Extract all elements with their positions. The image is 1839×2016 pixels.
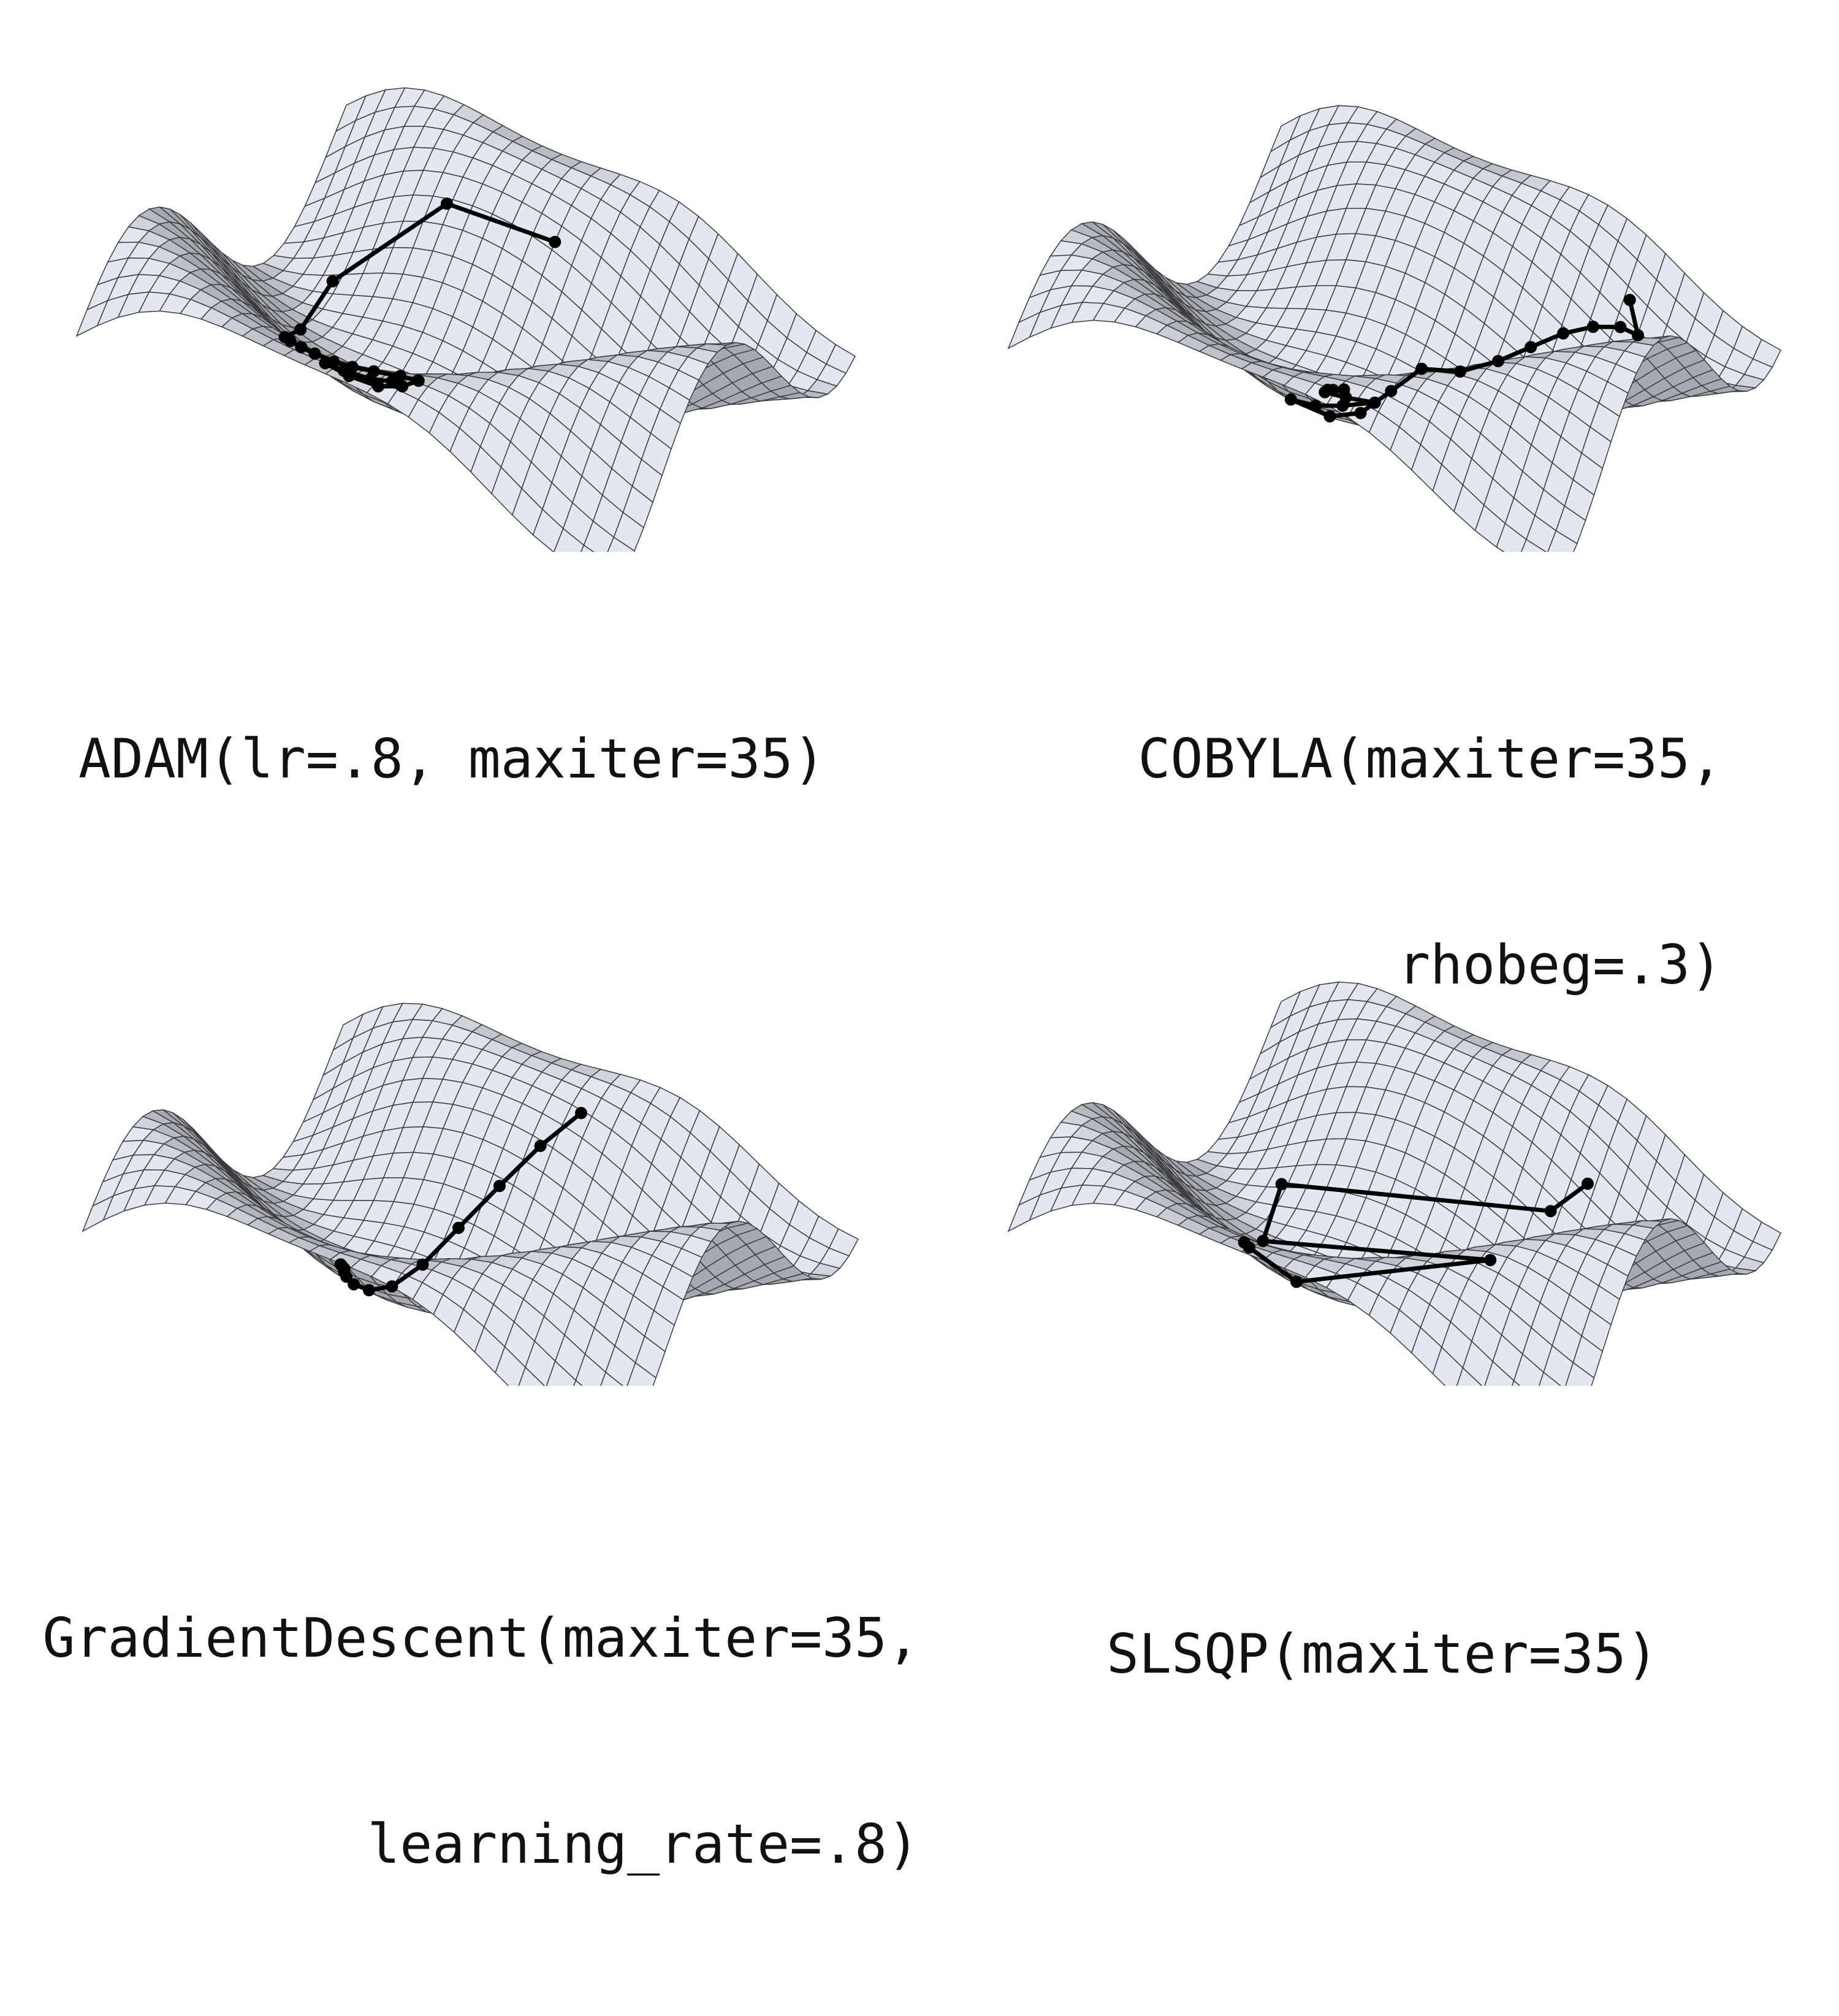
optimizer-step-point: [1623, 294, 1636, 307]
optimizer-step-point: [452, 1221, 465, 1234]
optimizer-step-point: [1557, 327, 1570, 340]
optimizer-step-point: [1492, 354, 1504, 367]
optimizer-step-point: [294, 323, 307, 336]
surface-cell: [1456, 1367, 1483, 1386]
optimizer-step-point: [1284, 393, 1297, 406]
caption-line: learning_rate=.8): [367, 1812, 920, 1876]
cobyla-caption: COBYLA(maxiter=35, rhobeg=.3): [1138, 587, 1723, 1137]
optimizer-step-point: [416, 1258, 429, 1271]
optimizer-step-point: [386, 1280, 398, 1293]
optimizer-step-point: [308, 347, 321, 360]
optimizer-step-point: [1309, 399, 1322, 412]
optimizer-step-point: [1484, 1254, 1497, 1267]
optimizer-step-point: [441, 197, 453, 210]
gradient-descent-surface-plot: [82, 1002, 859, 1386]
slsqp-panel: SLSQP(maxiter=35): [920, 834, 1839, 1686]
optimizer-path-line: [1242, 1182, 1590, 1285]
surface-cell: [607, 536, 635, 552]
optimizer-step-point: [493, 1180, 506, 1193]
optimizer-step-point: [338, 364, 350, 377]
surface-cell: [1547, 530, 1578, 552]
adam-caption: ADAM(lr=.8, maxiter=35): [78, 587, 826, 931]
optimizer-step-point: [1354, 407, 1367, 419]
surface-cell: [1565, 1362, 1595, 1386]
optimizer-step-point: [362, 1284, 375, 1297]
optimizer-step-point: [284, 335, 297, 347]
optimizer-step-point: [386, 375, 398, 388]
cobyla-panel: COBYLA(maxiter=35, rhobeg=.3): [920, 0, 1839, 996]
surface-cell: [518, 1366, 546, 1386]
optimizer-step-point: [326, 275, 339, 288]
adam-panel: ADAM(lr=.8, maxiter=35): [0, 0, 920, 834]
optimizer-step-point: [549, 235, 562, 248]
gradient-descent-caption: GradientDescent(maxiter=35, learning_rat…: [43, 1467, 920, 2016]
optimizer-step-point: [1238, 1236, 1251, 1249]
optimizer-step-point: [534, 1139, 547, 1152]
optimizer-step-point: [334, 1258, 347, 1271]
surface-cell: [580, 544, 595, 552]
optimizer-step-point: [1525, 341, 1537, 354]
optimizer-step-point: [1338, 383, 1350, 396]
optimizer-step-point: [1275, 1178, 1288, 1191]
optimizer-step-point: [1321, 383, 1334, 396]
surface-cell: [1539, 1371, 1561, 1386]
optimizer-step-point: [1454, 365, 1466, 378]
cobyla-surface-plot: [1007, 105, 1781, 552]
optimizer-step-point: [364, 372, 377, 385]
optimizer-step-point: [1368, 396, 1381, 409]
caption-line: ADAM(lr=.8, maxiter=35): [78, 727, 826, 790]
optimizer-step-point: [1632, 329, 1644, 342]
gradient-descent-panel: GradientDescent(maxiter=35, learning_rat…: [0, 834, 920, 1876]
slsqp-caption: SLSQP(maxiter=35): [1106, 1483, 1659, 1826]
optimizer-step-point: [1582, 1177, 1594, 1190]
surface-cell: [600, 1371, 623, 1386]
surface-cell: [1512, 1380, 1521, 1386]
optimizer-step-point: [1614, 321, 1627, 334]
caption-line: SLSQP(maxiter=35): [1106, 1622, 1659, 1686]
optimizer-step-point: [1586, 321, 1599, 333]
surface-mesh: [1007, 105, 1781, 552]
surface-mesh: [1007, 981, 1781, 1386]
optimizer-step-point: [348, 1278, 360, 1291]
surface-cell: [573, 1380, 583, 1386]
optimizer-step-point: [1257, 1235, 1270, 1247]
surface-cell: [626, 1362, 657, 1386]
surface-mesh: [82, 1002, 859, 1386]
optimizer-step-point: [412, 375, 425, 387]
optimizer-step-point: [1544, 1205, 1557, 1218]
optimizer-step-point: [1415, 362, 1428, 375]
caption-line: GradientDescent(maxiter=35,: [42, 1606, 920, 1670]
optimizer-step-point: [575, 1107, 587, 1120]
optimizer-step-point: [295, 341, 308, 354]
caption-line: COBYLA(maxiter=35,: [1138, 727, 1723, 790]
surface-mesh: [75, 87, 856, 552]
adam-surface-plot: [75, 87, 856, 552]
optimizer-step-point: [1385, 384, 1398, 397]
optimizer-step-point: [372, 380, 384, 393]
optimizer-step-point: [319, 357, 332, 370]
optimizer-step-point: [1323, 410, 1336, 422]
slsqp-surface-plot: [1007, 981, 1781, 1386]
caption-line: rhobeg=.3): [1398, 933, 1723, 996]
surface-cell: [1520, 538, 1547, 552]
optimizer-step-point: [396, 380, 409, 392]
optimizer-step-point: [1290, 1275, 1303, 1288]
